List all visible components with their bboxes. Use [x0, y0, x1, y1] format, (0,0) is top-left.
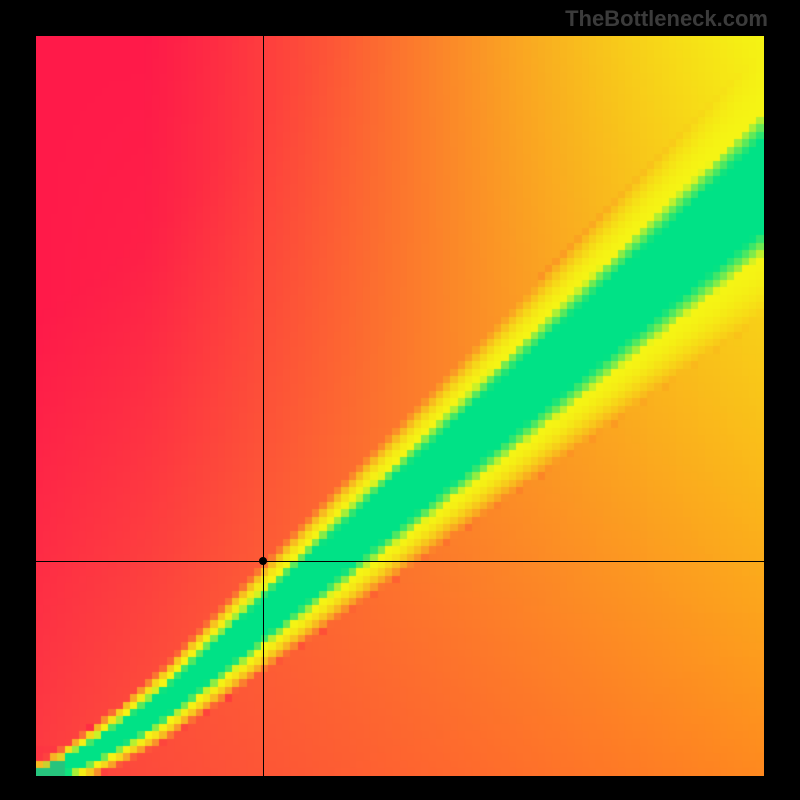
crosshair-horizontal [36, 561, 764, 562]
watermark-text: TheBottleneck.com [565, 6, 768, 32]
bottleneck-heatmap [36, 36, 764, 776]
chart-container: TheBottleneck.com [0, 0, 800, 800]
crosshair-vertical [263, 36, 264, 776]
